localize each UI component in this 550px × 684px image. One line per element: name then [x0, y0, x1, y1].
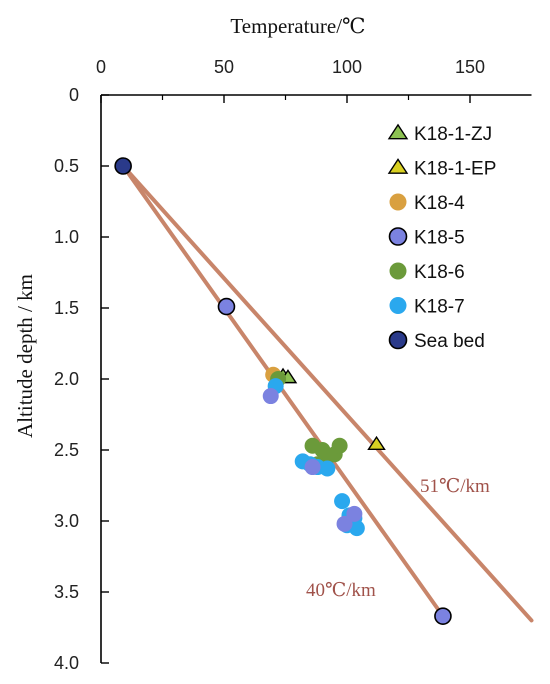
- y-tick-label: 2.0: [54, 369, 79, 389]
- legend-label: K18-4: [414, 193, 465, 214]
- y-tick-label: 3.5: [54, 582, 79, 602]
- data-point: [348, 520, 365, 537]
- x-tick-label: 150: [455, 57, 485, 77]
- data-point: [334, 493, 351, 510]
- y-axis-title: Altitude depth / km: [13, 274, 37, 438]
- legend-marker: [389, 262, 407, 280]
- data-points: [114, 157, 452, 625]
- x-tick-label: 100: [332, 57, 362, 77]
- x-tick-label: 50: [214, 57, 234, 77]
- data-point: [262, 388, 279, 405]
- legend-label: K18-5: [414, 228, 465, 249]
- axes: 0 50 100 150 0 0.5 1.0 1.5 2.0 2.5 3.0 3.5 4.0: [54, 57, 532, 673]
- trend-lines: [121, 164, 534, 623]
- legend-label: K18-1-EP: [414, 159, 496, 180]
- legend-label: K18-7: [414, 297, 465, 318]
- legend-marker: [388, 330, 408, 350]
- legend-label: K18-1-ZJ: [414, 124, 492, 145]
- y-tick-label: 1.0: [54, 227, 79, 247]
- data-point: [346, 505, 363, 522]
- trend-label-40: 40℃/km: [306, 580, 376, 601]
- trend-label-51: 51℃/km: [420, 476, 490, 497]
- trend-line-1: [121, 164, 445, 619]
- data-point: [114, 157, 132, 175]
- y-tick-label: 4.0: [54, 653, 79, 673]
- data-point: [367, 435, 386, 451]
- legend-marker: [387, 158, 409, 174]
- data-point: [217, 297, 236, 316]
- legend-marker: [389, 193, 407, 211]
- legend-label: Sea bed: [414, 331, 485, 352]
- data-point: [336, 515, 353, 532]
- data-point: [304, 459, 321, 476]
- y-tick-label: 3.0: [54, 511, 79, 531]
- legend-label: K18-6: [414, 262, 465, 283]
- x-tick-label: 0: [96, 57, 106, 77]
- data-point: [331, 437, 348, 454]
- legend-marker: [388, 227, 408, 246]
- legend-marker: [389, 297, 407, 314]
- y-tick-label: 2.5: [54, 440, 79, 460]
- legend: K18-1-ZJ K18-1-EP K18-4 K18-5 K18-6 K18-7 Sea …: [387, 123, 496, 352]
- y-tick-label: 0.5: [54, 156, 79, 176]
- data-point: [319, 460, 336, 477]
- trend-line-0: [121, 164, 534, 623]
- legend-marker: [387, 123, 409, 140]
- data-point: [434, 607, 452, 625]
- y-tick-label: 1.5: [54, 298, 79, 318]
- y-tick-label: 0: [69, 85, 79, 105]
- x-axis-title: Temperature/℃: [230, 14, 365, 38]
